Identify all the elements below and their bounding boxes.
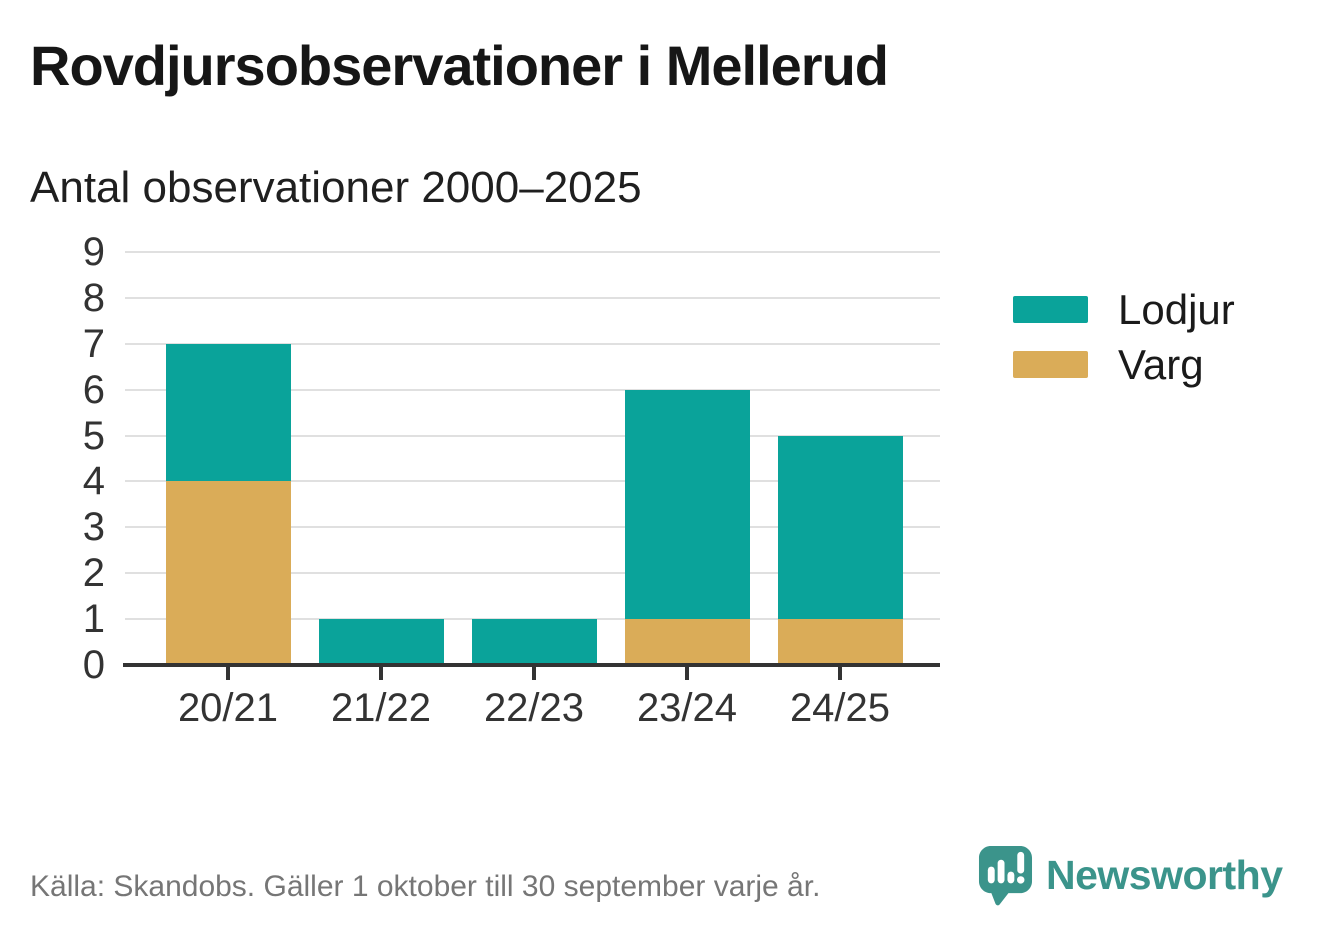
- newsworthy-logo: Newsworthy: [978, 843, 1283, 907]
- y-axis-tick-label: 5: [82, 413, 105, 458]
- x-axis-tick: [226, 667, 230, 680]
- legend-swatch-varg: [1013, 351, 1088, 378]
- gridline: [125, 251, 940, 253]
- chart-subtitle: Antal observationer 2000–2025: [30, 163, 642, 212]
- bar-segment-lodjur-22/23: [471, 619, 597, 665]
- x-axis-line: [123, 663, 940, 667]
- gridline: [125, 572, 940, 575]
- legend-label-varg: Varg: [1118, 340, 1204, 388]
- x-axis-tick: [532, 667, 536, 680]
- newsworthy-wordmark: Newsworthy: [1046, 851, 1283, 898]
- y-axis-tick-label: 8: [82, 275, 105, 320]
- bar-segment-lodjur-23/24: [624, 389, 750, 620]
- chart-title: Rovdjursobservationer i Mellerud: [30, 34, 889, 97]
- x-axis-tick-label: 23/24: [636, 686, 738, 730]
- x-axis-tick-label: 24/25: [789, 686, 891, 730]
- gridline: [125, 342, 940, 345]
- gridline: [125, 480, 940, 483]
- y-axis-tick-label: 7: [82, 321, 105, 366]
- bar-segment-lodjur-24/25: [777, 435, 903, 620]
- x-axis-tick: [379, 667, 383, 680]
- x-axis-tick: [685, 667, 689, 680]
- legend-item-varg: Varg: [1013, 337, 1235, 392]
- x-axis-tick-label: 21/22: [330, 686, 432, 730]
- x-axis-tick: [838, 667, 842, 680]
- x-axis-tick-label: 20/21: [177, 686, 279, 730]
- y-axis-tick-label: 9: [82, 230, 105, 274]
- gridline: [125, 434, 940, 437]
- gridline: [125, 388, 940, 391]
- gridline: [125, 526, 940, 529]
- gridline: [125, 296, 940, 299]
- bar-segment-lodjur-21/22: [318, 619, 444, 665]
- y-axis-tick-label: 6: [82, 367, 105, 412]
- newsworthy-logo-icon: [978, 845, 1033, 905]
- y-axis-tick-label: 1: [82, 597, 105, 642]
- legend-label-lodjur: Lodjur: [1118, 285, 1235, 333]
- bar-segment-lodjur-20/21: [165, 343, 291, 482]
- bar-segment-varg-24/25: [777, 619, 903, 665]
- chart-legend: Lodjur Varg: [1013, 282, 1235, 392]
- x-axis-tick-label: 22/23: [483, 686, 585, 730]
- source-note: Källa: Skandobs. Gäller 1 oktober till 3…: [30, 870, 821, 903]
- legend-swatch-lodjur: [1013, 296, 1088, 323]
- y-axis-tick-label: 0: [82, 643, 105, 687]
- legend-item-lodjur: Lodjur: [1013, 282, 1235, 337]
- y-axis-tick-label: 4: [82, 459, 105, 504]
- y-axis-tick-label: 3: [82, 505, 105, 550]
- y-axis-tick-label: 2: [82, 551, 105, 596]
- bar-segment-varg-23/24: [624, 619, 750, 665]
- bar-segment-varg-20/21: [165, 481, 291, 665]
